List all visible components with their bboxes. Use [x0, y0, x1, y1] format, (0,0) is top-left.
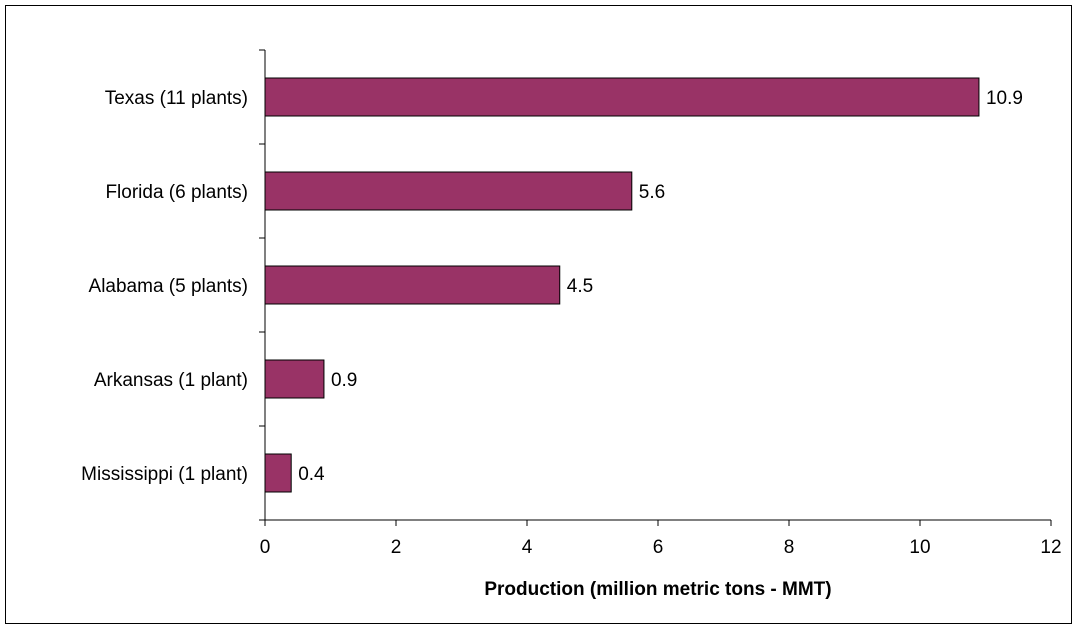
category-label: Alabama (5 plants)	[89, 276, 248, 297]
bar	[264, 453, 292, 493]
data-label: 0.4	[298, 464, 325, 485]
bar	[264, 77, 980, 117]
bars	[264, 77, 980, 493]
data-label: 10.9	[986, 88, 1023, 109]
data-label: 4.5	[567, 276, 593, 297]
labels: 0 2 4 6 8 10 12 Texas (11 plants) 10.9 Florida (6…	[81, 88, 1061, 558]
x-tick-label: 0	[260, 537, 271, 558]
x-tick-label: 2	[391, 537, 402, 558]
x-axis-title: Production (million metric tons - MMT)	[484, 579, 831, 600]
bar	[264, 359, 325, 399]
category-label: Mississippi (1 plant)	[81, 464, 248, 485]
data-label: 5.6	[639, 182, 665, 203]
x-tick-label: 12	[1040, 537, 1061, 558]
data-label: 0.9	[331, 370, 357, 391]
category-label: Texas (11 plants)	[105, 88, 248, 109]
x-tick-label: 10	[909, 537, 930, 558]
x-tick-label: 8	[784, 537, 795, 558]
bar	[264, 171, 633, 211]
category-label: Florida (6 plants)	[105, 182, 248, 203]
x-tick-label: 4	[522, 537, 533, 558]
bar	[264, 265, 561, 305]
category-label: Arkansas (1 plant)	[94, 370, 248, 391]
x-tick-label: 6	[653, 537, 664, 558]
